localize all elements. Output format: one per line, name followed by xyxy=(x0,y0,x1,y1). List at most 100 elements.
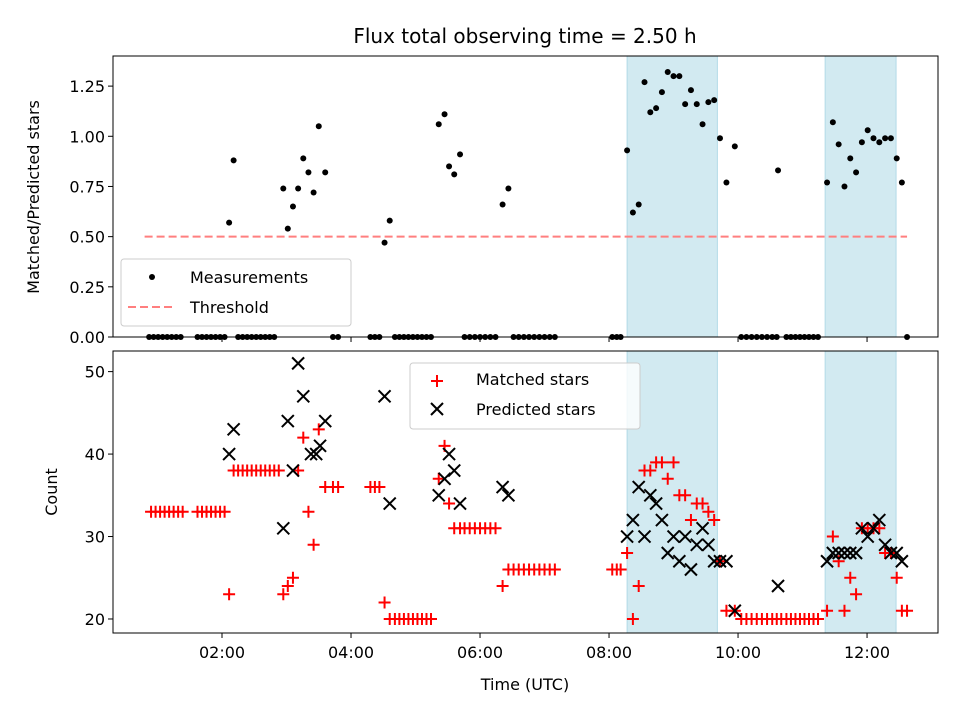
measurement-point-125 xyxy=(893,155,900,162)
counts-x-ticks: 02:00 04:00 06:00 08:00 10:00 12:00 xyxy=(199,633,890,662)
matched-star-point-88 xyxy=(679,489,692,502)
matched-star-point-31 xyxy=(297,431,310,444)
matched-star-point-74 xyxy=(548,563,561,576)
predicted-star-point-26 xyxy=(655,513,669,527)
matched-star-point-80 xyxy=(632,580,645,592)
matched-star-point-33 xyxy=(307,538,320,551)
counts-y-axis-label: Count xyxy=(42,468,61,516)
matched-star-point-115 xyxy=(826,530,839,543)
matched-star-point-29 xyxy=(286,571,299,584)
predicted-star-point-47 xyxy=(860,529,875,544)
predicted-star-point-10 xyxy=(318,414,332,428)
matched-star-point-123 xyxy=(873,522,886,535)
y-tick-label-0-1: 0.25 xyxy=(69,278,105,297)
measurement-point-85 xyxy=(670,73,677,80)
ratio-y-axis-label: Matched/Predicted stars xyxy=(24,100,43,294)
predicted-star-point-31 xyxy=(684,562,698,577)
ratio-y-ticks: 0.00 0.25 0.50 0.75 1.00 1.25 xyxy=(69,77,113,347)
measurement-point-87 xyxy=(682,101,689,108)
matched-star-point-40 xyxy=(373,481,386,494)
measurement-point-104 xyxy=(775,167,782,174)
matched-star-point-116 xyxy=(832,555,845,568)
matched-star-point-27 xyxy=(277,588,290,601)
matched-star-point-78 xyxy=(621,547,634,560)
measurement-point-122 xyxy=(876,139,883,146)
measurement-point-32 xyxy=(310,189,317,196)
ratio-panel-frame xyxy=(112,55,939,338)
y-tick-label-1-2: 40 xyxy=(85,445,105,464)
predicted-star-point-48 xyxy=(866,521,881,535)
observing-window-shades xyxy=(626,55,897,338)
measurement-point-80 xyxy=(641,79,648,86)
predicted-star-point-49 xyxy=(872,513,887,527)
predicted-star-point-32 xyxy=(690,538,704,552)
measurement-point-53 xyxy=(446,163,453,170)
matched-star-point-63 xyxy=(489,522,502,535)
matched-star-point-114 xyxy=(821,604,834,617)
y-tick-label-1-1: 30 xyxy=(85,528,105,547)
measurement-point-90 xyxy=(699,121,706,128)
measurement-point-63 xyxy=(499,201,506,208)
matched-star-point-64 xyxy=(496,580,509,592)
measurement-point-95 xyxy=(731,143,738,150)
matched-star-point-117 xyxy=(838,604,851,617)
predicted-star-point-27 xyxy=(661,546,675,560)
matched-star-point-77 xyxy=(614,563,627,576)
predicted-star-point-37 xyxy=(719,554,734,568)
predicted-star-point-50 xyxy=(878,538,892,552)
legend-predicted-label: Predicted stars xyxy=(476,400,596,419)
predicted-star-point-14 xyxy=(437,472,452,486)
predicted-star-point-19 xyxy=(501,488,516,503)
matched-star-point-118 xyxy=(844,571,857,584)
predicted-star-point-29 xyxy=(672,554,687,568)
counts-legend-box xyxy=(409,362,641,430)
measurement-point-64 xyxy=(505,185,512,192)
measurement-point-34 xyxy=(322,169,329,176)
predicted-star-point-41 xyxy=(826,546,840,560)
measurement-point-86 xyxy=(676,73,683,80)
legend-measurements-marker xyxy=(149,274,155,280)
chart-title: Flux total observing time = 2.50 h xyxy=(353,24,696,48)
measurement-point-118 xyxy=(853,169,860,176)
x-axis-label: Time (UTC) xyxy=(480,675,569,694)
predicted-star-point-5 xyxy=(291,356,305,371)
predicted-star-point-33 xyxy=(695,521,710,535)
counts-legend: Matched stars Predicted stars xyxy=(409,362,641,430)
measurement-point-30 xyxy=(300,155,307,162)
predicted-star-point-21 xyxy=(626,513,640,527)
measurement-point-123 xyxy=(882,135,889,142)
shade-band-0-1 xyxy=(824,55,897,338)
measurement-point-83 xyxy=(658,89,665,96)
predicted-star-point-53 xyxy=(895,554,909,568)
measurement-point-94 xyxy=(723,179,730,186)
predicted-star-point-16 xyxy=(447,463,461,478)
measurement-point-113 xyxy=(824,179,831,186)
predicted-star-point-45 xyxy=(849,546,863,560)
measurement-point-40 xyxy=(381,239,388,246)
matched-star-point-32 xyxy=(302,505,315,518)
matched-star-point-85 xyxy=(661,472,674,485)
counts-y-ticks: 20 30 40 50 xyxy=(85,363,113,629)
measurement-point-41 xyxy=(386,217,393,224)
legend-matched-marker xyxy=(431,375,443,387)
predicted-star-point-20 xyxy=(620,529,634,544)
measurement-point-31 xyxy=(305,169,312,176)
matched-star-point-113 xyxy=(812,612,825,625)
measurement-point-26 xyxy=(280,185,287,192)
measurement-point-78 xyxy=(629,209,636,216)
measurement-point-27 xyxy=(284,225,291,232)
matched-star-point-41 xyxy=(378,596,391,609)
predicted-star-point-17 xyxy=(453,496,467,511)
matched-star-point-14 xyxy=(218,505,231,518)
measurement-point-84 xyxy=(664,69,671,76)
measurement-point-93 xyxy=(716,135,723,142)
measurement-point-15 xyxy=(226,219,233,226)
x-tick-label-1: 04:00 xyxy=(328,643,374,662)
ratio-legend: Measurements Threshold xyxy=(120,258,352,327)
y-tick-label-1-0: 20 xyxy=(85,610,105,629)
predicted-star-point-34 xyxy=(701,538,716,552)
matched-star-point-86 xyxy=(667,456,680,469)
predicted-star-point-28 xyxy=(666,529,681,544)
